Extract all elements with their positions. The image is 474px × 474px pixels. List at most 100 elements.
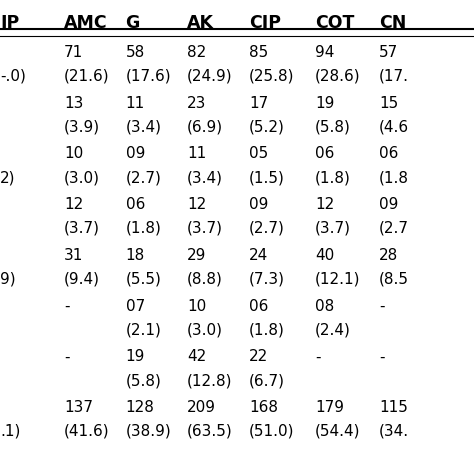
Text: 128: 128 — [126, 400, 155, 415]
Text: (3.0): (3.0) — [64, 170, 100, 185]
Text: (1.5): (1.5) — [249, 170, 285, 185]
Text: 18: 18 — [126, 248, 145, 263]
Text: 40: 40 — [315, 248, 335, 263]
Text: .1): .1) — [0, 424, 20, 439]
Text: (1.8): (1.8) — [249, 322, 285, 337]
Text: 06: 06 — [379, 146, 399, 162]
Text: 19: 19 — [126, 349, 145, 365]
Text: (1.8): (1.8) — [315, 170, 351, 185]
Text: (8.8): (8.8) — [187, 272, 223, 287]
Text: (3.4): (3.4) — [126, 119, 162, 135]
Text: (8.5: (8.5 — [379, 272, 409, 287]
Text: (1.8: (1.8 — [379, 170, 409, 185]
Text: 12: 12 — [315, 197, 335, 212]
Text: IP: IP — [0, 14, 19, 32]
Text: 06: 06 — [249, 299, 268, 314]
Text: (17.6): (17.6) — [126, 69, 171, 84]
Text: 82: 82 — [187, 45, 207, 60]
Text: 06: 06 — [126, 197, 145, 212]
Text: 06: 06 — [315, 146, 335, 162]
Text: (38.9): (38.9) — [126, 424, 172, 439]
Text: (12.1): (12.1) — [315, 272, 361, 287]
Text: (7.3): (7.3) — [249, 272, 285, 287]
Text: (51.0): (51.0) — [249, 424, 294, 439]
Text: (1.8): (1.8) — [126, 221, 162, 236]
Text: (28.6): (28.6) — [315, 69, 361, 84]
Text: (2.4): (2.4) — [315, 322, 351, 337]
Text: G: G — [126, 14, 140, 32]
Text: (2.1): (2.1) — [126, 322, 162, 337]
Text: 12: 12 — [64, 197, 83, 212]
Text: (34.: (34. — [379, 424, 410, 439]
Text: (6.7): (6.7) — [249, 373, 285, 388]
Text: (3.7): (3.7) — [187, 221, 223, 236]
Text: 2): 2) — [0, 170, 16, 185]
Text: (21.6): (21.6) — [64, 69, 109, 84]
Text: 09: 09 — [126, 146, 145, 162]
Text: 57: 57 — [379, 45, 399, 60]
Text: (5.8): (5.8) — [315, 119, 351, 135]
Text: (24.9): (24.9) — [187, 69, 233, 84]
Text: (6.9): (6.9) — [187, 119, 223, 135]
Text: 09: 09 — [379, 197, 399, 212]
Text: -: - — [315, 349, 321, 365]
Text: 15: 15 — [379, 96, 399, 111]
Text: 31: 31 — [64, 248, 83, 263]
Text: 13: 13 — [64, 96, 83, 111]
Text: 94: 94 — [315, 45, 335, 60]
Text: (2.7): (2.7) — [249, 221, 285, 236]
Text: CIP: CIP — [249, 14, 281, 32]
Text: (3.7): (3.7) — [315, 221, 351, 236]
Text: CN: CN — [379, 14, 407, 32]
Text: 179: 179 — [315, 400, 344, 415]
Text: 17: 17 — [249, 96, 268, 111]
Text: 05: 05 — [249, 146, 268, 162]
Text: 209: 209 — [187, 400, 216, 415]
Text: 11: 11 — [187, 146, 207, 162]
Text: (5.8): (5.8) — [126, 373, 162, 388]
Text: 12: 12 — [187, 197, 207, 212]
Text: (9.4): (9.4) — [64, 272, 100, 287]
Text: 115: 115 — [379, 400, 408, 415]
Text: 09: 09 — [249, 197, 268, 212]
Text: 168: 168 — [249, 400, 278, 415]
Text: (41.6): (41.6) — [64, 424, 109, 439]
Text: (25.8): (25.8) — [249, 69, 294, 84]
Text: -.0): -.0) — [0, 69, 26, 84]
Text: 28: 28 — [379, 248, 399, 263]
Text: (4.6: (4.6 — [379, 119, 410, 135]
Text: 9): 9) — [0, 272, 16, 287]
Text: (17.: (17. — [379, 69, 409, 84]
Text: (54.4): (54.4) — [315, 424, 361, 439]
Text: (3.4): (3.4) — [187, 170, 223, 185]
Text: AMC: AMC — [64, 14, 108, 32]
Text: -: - — [379, 299, 385, 314]
Text: (5.5): (5.5) — [126, 272, 162, 287]
Text: 08: 08 — [315, 299, 335, 314]
Text: 22: 22 — [249, 349, 268, 365]
Text: 19: 19 — [315, 96, 335, 111]
Text: 29: 29 — [187, 248, 207, 263]
Text: 85: 85 — [249, 45, 268, 60]
Text: 137: 137 — [64, 400, 93, 415]
Text: 24: 24 — [249, 248, 268, 263]
Text: (3.7): (3.7) — [64, 221, 100, 236]
Text: 58: 58 — [126, 45, 145, 60]
Text: -: - — [379, 349, 385, 365]
Text: (12.8): (12.8) — [187, 373, 233, 388]
Text: (2.7: (2.7 — [379, 221, 409, 236]
Text: -: - — [64, 299, 70, 314]
Text: COT: COT — [315, 14, 355, 32]
Text: 42: 42 — [187, 349, 207, 365]
Text: (3.0): (3.0) — [187, 322, 223, 337]
Text: -: - — [64, 349, 70, 365]
Text: (2.7): (2.7) — [126, 170, 162, 185]
Text: 71: 71 — [64, 45, 83, 60]
Text: (3.9): (3.9) — [64, 119, 100, 135]
Text: (5.2): (5.2) — [249, 119, 285, 135]
Text: 23: 23 — [187, 96, 207, 111]
Text: (63.5): (63.5) — [187, 424, 233, 439]
Text: 07: 07 — [126, 299, 145, 314]
Text: 10: 10 — [187, 299, 207, 314]
Text: AK: AK — [187, 14, 214, 32]
